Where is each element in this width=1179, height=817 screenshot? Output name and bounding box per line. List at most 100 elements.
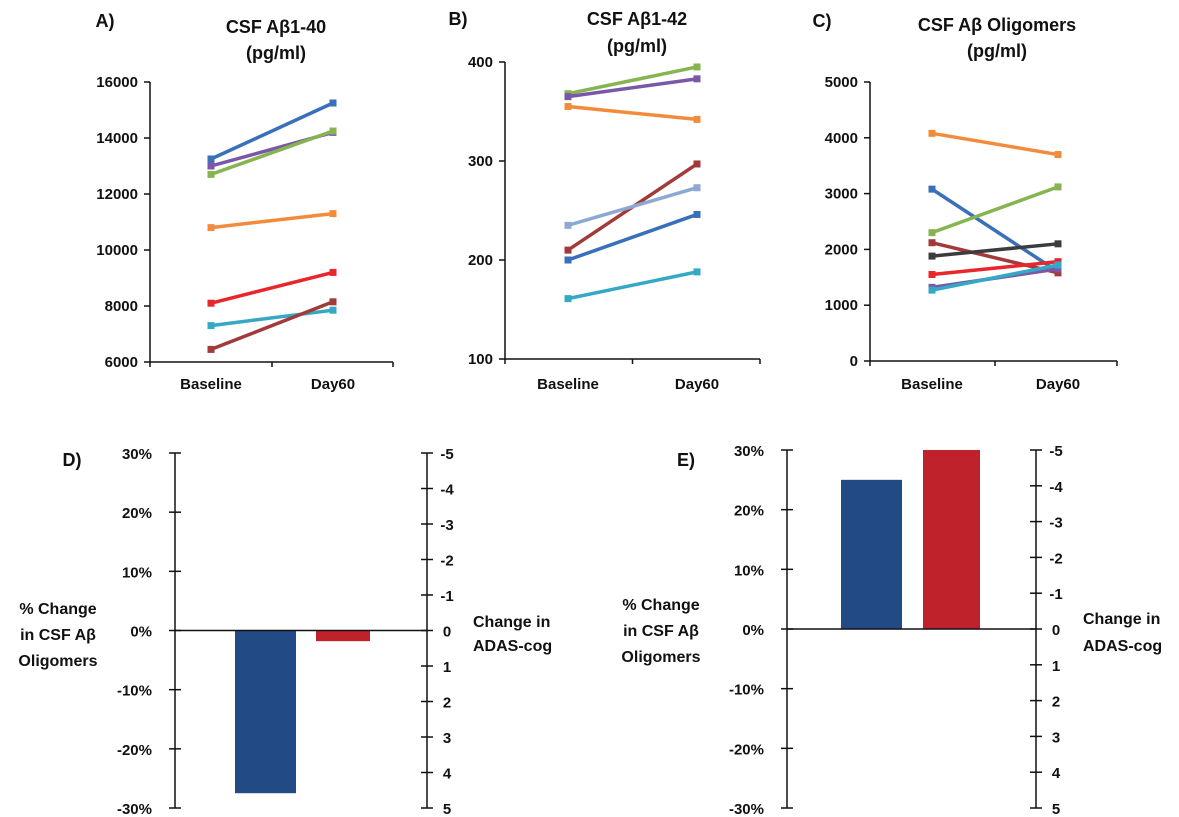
- x-tick-label: Day60: [1036, 376, 1080, 393]
- series-point: [329, 268, 337, 276]
- series-point: [928, 286, 936, 294]
- y-tick-label-right: -3: [440, 517, 453, 534]
- y-tick-label-right: 0: [1052, 622, 1060, 639]
- y-tick-label-right: 1: [443, 659, 451, 676]
- series-point: [928, 129, 936, 137]
- y-tick-label-left: 0%: [742, 622, 764, 639]
- series-point: [564, 103, 572, 111]
- y-tick-label-right: 5: [1052, 801, 1060, 817]
- chart-title: (pg/ml): [967, 41, 1027, 61]
- series-line: [210, 129, 334, 177]
- y-tick-label-right: 0: [443, 624, 451, 641]
- series-line: [931, 263, 1059, 292]
- y-tick-label-right: -5: [440, 446, 453, 463]
- y-tick-label-left: 10%: [734, 562, 764, 579]
- y-tick-label-right: 3: [1052, 729, 1060, 746]
- x-tick-label: Baseline: [537, 376, 599, 393]
- series-point: [207, 170, 215, 178]
- series-point: [329, 298, 337, 306]
- y-axis-label-left: in CSF Aβ: [623, 623, 699, 640]
- y-tick-label-right: -3: [1049, 515, 1062, 532]
- y-axis-label-right: ADAS-cog: [1083, 638, 1162, 655]
- y-tick-label-left: 10%: [122, 564, 152, 581]
- y-tick-label-left: 30%: [122, 446, 152, 463]
- y-tick-label: 16000: [96, 74, 138, 91]
- y-tick-label-left: 30%: [734, 443, 764, 460]
- series-point: [928, 271, 936, 279]
- y-tick-label-left: -10%: [117, 683, 152, 700]
- bar: [316, 630, 370, 642]
- y-tick-label-left: 20%: [122, 505, 152, 522]
- y-tick-label: 0: [850, 353, 858, 370]
- x-tick-label: Day60: [311, 376, 355, 393]
- y-axis-label-left: % Change: [622, 597, 699, 614]
- y-tick-label: 100: [468, 351, 493, 368]
- series-point: [693, 115, 701, 123]
- series-point: [928, 229, 936, 237]
- series-point: [564, 295, 572, 303]
- y-axis-label-left: Oligomers: [621, 649, 700, 666]
- y-tick-label: 14000: [96, 130, 138, 147]
- y-tick-label: 200: [468, 252, 493, 269]
- x-tick-label: Baseline: [901, 376, 963, 393]
- y-tick-label: 10000: [96, 242, 138, 259]
- y-axis-label-left: Oligomers: [18, 653, 97, 670]
- series-point: [1054, 151, 1062, 159]
- y-tick-label: 2000: [825, 241, 858, 258]
- series-line: [210, 270, 334, 305]
- series-line: [567, 104, 698, 122]
- series-point: [207, 322, 215, 330]
- y-tick-label-right: 4: [443, 766, 452, 783]
- y-tick-label-left: -30%: [117, 801, 152, 817]
- y-axis-label-right: Change in: [1083, 611, 1160, 628]
- series-point: [928, 185, 936, 193]
- series-point: [564, 246, 572, 254]
- y-tick-label: 5000: [825, 74, 858, 91]
- series-line: [567, 186, 698, 228]
- chart-title: CSF Aβ1-42: [587, 9, 687, 29]
- x-tick-label: Day60: [675, 376, 719, 393]
- y-tick-label-right: 3: [443, 730, 451, 747]
- y-tick-label-right: 4: [1052, 765, 1061, 782]
- series-line: [210, 211, 334, 230]
- y-tick-label-right: -1: [440, 588, 453, 605]
- y-tick-label-right: 5: [443, 801, 451, 817]
- series-point: [207, 299, 215, 307]
- series-line: [567, 270, 698, 301]
- y-tick-label-right: -4: [1049, 479, 1063, 496]
- chart-title: (pg/ml): [607, 36, 667, 56]
- y-tick-label: 3000: [825, 186, 858, 203]
- y-tick-label-left: -10%: [729, 682, 764, 699]
- series-point: [693, 210, 701, 218]
- y-tick-label: 12000: [96, 186, 138, 203]
- bar: [235, 630, 296, 794]
- series-point: [693, 268, 701, 276]
- series-point: [928, 252, 936, 260]
- series-point: [329, 127, 337, 135]
- series-point: [564, 221, 572, 229]
- series-line: [931, 187, 1059, 274]
- panel-letter: C): [813, 11, 832, 31]
- series-line: [931, 185, 1059, 235]
- series-point: [1054, 269, 1062, 277]
- bar: [841, 479, 902, 629]
- series-point: [207, 155, 215, 163]
- series-point: [693, 184, 701, 192]
- series-point: [329, 210, 337, 218]
- series-line: [210, 308, 334, 328]
- y-tick-label-right: -2: [440, 553, 453, 570]
- panel-letter: D): [63, 450, 82, 470]
- series-point: [564, 256, 572, 264]
- series-point: [207, 162, 215, 170]
- series-point: [1054, 183, 1062, 191]
- y-tick-label-left: -20%: [117, 742, 152, 759]
- series-point: [1054, 261, 1062, 269]
- line-panel-3: C) CSF Aβ Oligomers (pg/ml) 0 1000 2000 3000 40…: [813, 11, 1118, 393]
- series-point: [564, 93, 572, 101]
- line-panel-2: B) CSF Aβ1-42 (pg/ml) 100 200 300 400 Baseline D…: [449, 9, 761, 393]
- y-axis-label-left: in CSF Aβ: [20, 627, 96, 644]
- bar-panel-1: D) -30% -20% -10% 0% 10% 20% 30% 5 4 3 2 1 0 -1 -2 -3 -4 -…: [18, 446, 552, 817]
- y-tick-label-right: -5: [1049, 443, 1062, 460]
- chart-title: (pg/ml): [246, 43, 306, 63]
- y-tick-label: 300: [468, 153, 493, 170]
